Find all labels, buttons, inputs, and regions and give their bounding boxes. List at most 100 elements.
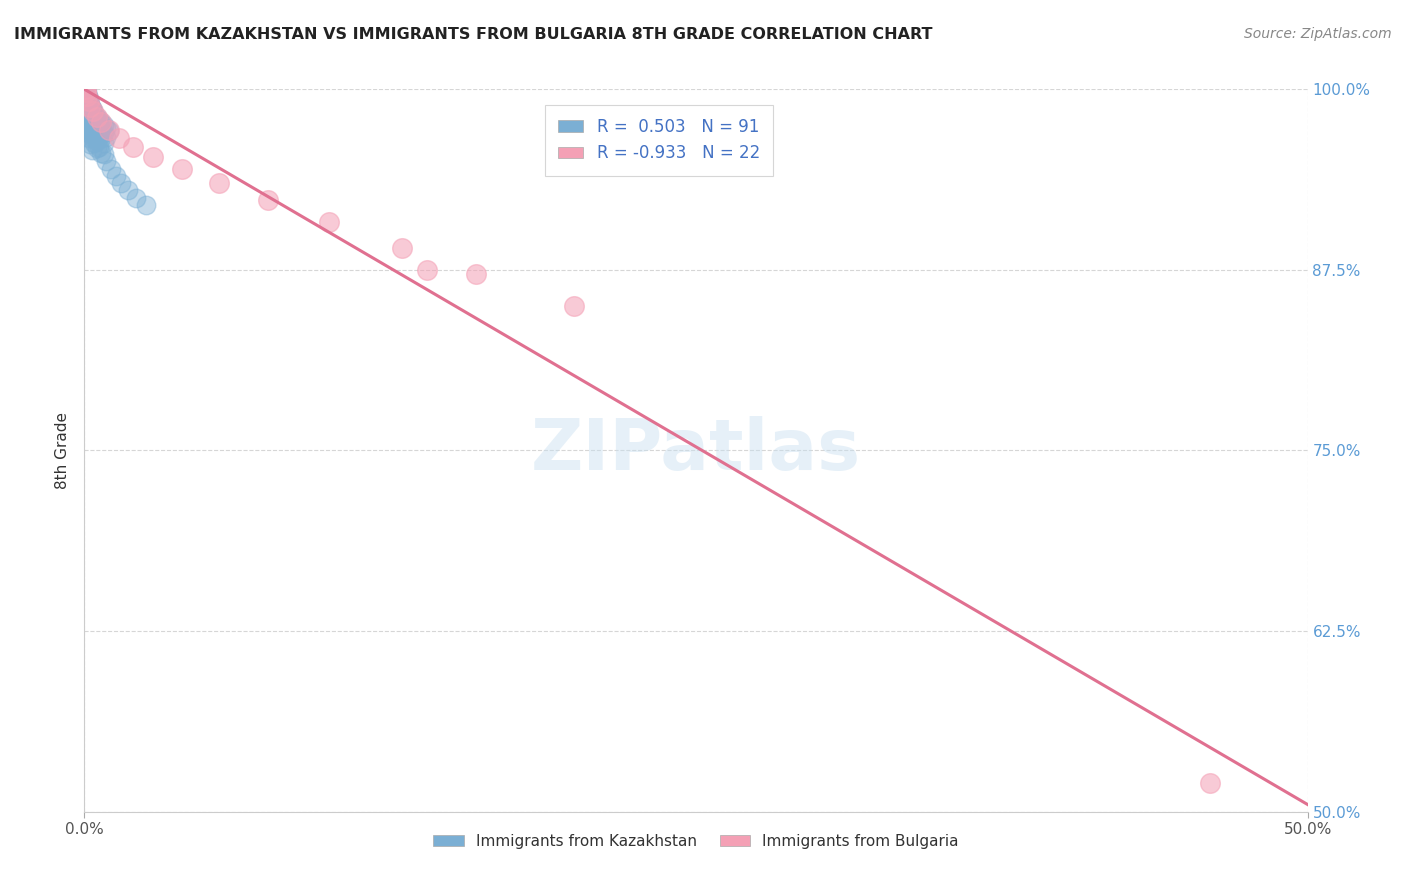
Point	[464, 267, 486, 281]
Point	[76, 110, 98, 124]
Point	[83, 136, 105, 150]
Point	[86, 134, 108, 148]
Point	[79, 99, 101, 113]
Point	[77, 95, 100, 110]
Point	[93, 126, 115, 140]
Point	[82, 114, 104, 128]
Point	[84, 112, 107, 127]
Point	[75, 114, 97, 128]
Point	[76, 85, 98, 99]
Point	[76, 89, 98, 103]
Point	[77, 118, 100, 132]
Point	[86, 114, 108, 128]
Point	[107, 131, 129, 145]
Point	[77, 131, 100, 145]
Point	[79, 99, 101, 113]
Point	[87, 112, 110, 127]
Point	[82, 103, 104, 118]
Point	[90, 121, 112, 136]
Point	[80, 143, 103, 157]
Point	[80, 103, 103, 118]
Point	[86, 112, 108, 127]
Point	[76, 120, 98, 134]
Legend: Immigrants from Kazakhstan, Immigrants from Bulgaria: Immigrants from Kazakhstan, Immigrants f…	[427, 828, 965, 855]
Point	[79, 98, 101, 112]
Point	[75, 85, 97, 99]
Point	[86, 122, 108, 136]
Point	[87, 127, 110, 141]
Point	[77, 89, 100, 103]
Point	[83, 107, 105, 121]
Point	[82, 103, 104, 118]
Y-axis label: 8th Grade: 8th Grade	[55, 412, 70, 489]
Point	[77, 111, 100, 125]
Point	[208, 176, 231, 190]
Point	[77, 126, 100, 140]
Point	[86, 110, 108, 124]
Point	[122, 140, 145, 154]
Point	[80, 110, 103, 124]
Point	[416, 263, 439, 277]
Point	[77, 92, 100, 106]
Point	[76, 103, 98, 117]
Text: IMMIGRANTS FROM KAZAKHSTAN VS IMMIGRANTS FROM BULGARIA 8TH GRADE CORRELATION CHA: IMMIGRANTS FROM KAZAKHSTAN VS IMMIGRANTS…	[14, 27, 932, 42]
Point	[87, 117, 110, 131]
Point	[77, 94, 100, 108]
Point	[75, 98, 97, 112]
Point	[100, 161, 122, 176]
Point	[75, 84, 97, 98]
Point	[76, 91, 98, 105]
Point	[77, 101, 100, 115]
Point	[86, 141, 108, 155]
Point	[142, 150, 165, 164]
Point	[79, 99, 101, 113]
Point	[90, 115, 112, 129]
Point	[80, 101, 103, 115]
Point	[75, 92, 97, 106]
Point	[97, 122, 120, 136]
Point	[75, 87, 97, 101]
Point	[79, 105, 101, 120]
Point	[77, 114, 100, 128]
Point	[391, 241, 413, 255]
Point	[117, 183, 139, 197]
Point	[562, 299, 585, 313]
Point	[79, 122, 101, 136]
Point	[125, 190, 148, 204]
Point	[96, 154, 118, 169]
Point	[75, 105, 97, 120]
Point	[82, 124, 104, 138]
Point	[80, 103, 103, 117]
Point	[75, 82, 97, 96]
Point	[77, 92, 100, 106]
Point	[83, 108, 105, 122]
Point	[77, 95, 100, 110]
Point	[83, 118, 105, 132]
Point	[82, 131, 104, 145]
Point	[96, 121, 118, 136]
Point	[82, 107, 104, 121]
Point	[79, 115, 101, 129]
Point	[77, 107, 100, 121]
Point	[75, 82, 97, 96]
Point	[93, 136, 115, 150]
Point	[77, 94, 100, 108]
Point	[110, 176, 132, 190]
Text: Source: ZipAtlas.com: Source: ZipAtlas.com	[1244, 27, 1392, 41]
Point	[93, 118, 115, 132]
Point	[77, 96, 100, 111]
Point	[76, 95, 98, 110]
Text: ZIPatlas: ZIPatlas	[531, 416, 860, 485]
Point	[76, 87, 98, 102]
Point	[1198, 776, 1220, 790]
Point	[80, 127, 103, 141]
Point	[79, 98, 101, 112]
Point	[97, 124, 120, 138]
Point	[257, 194, 280, 208]
Point	[318, 215, 340, 229]
Point	[82, 105, 104, 120]
Point	[90, 145, 112, 160]
Point	[75, 82, 97, 96]
Point	[76, 89, 98, 103]
Point	[90, 115, 112, 129]
